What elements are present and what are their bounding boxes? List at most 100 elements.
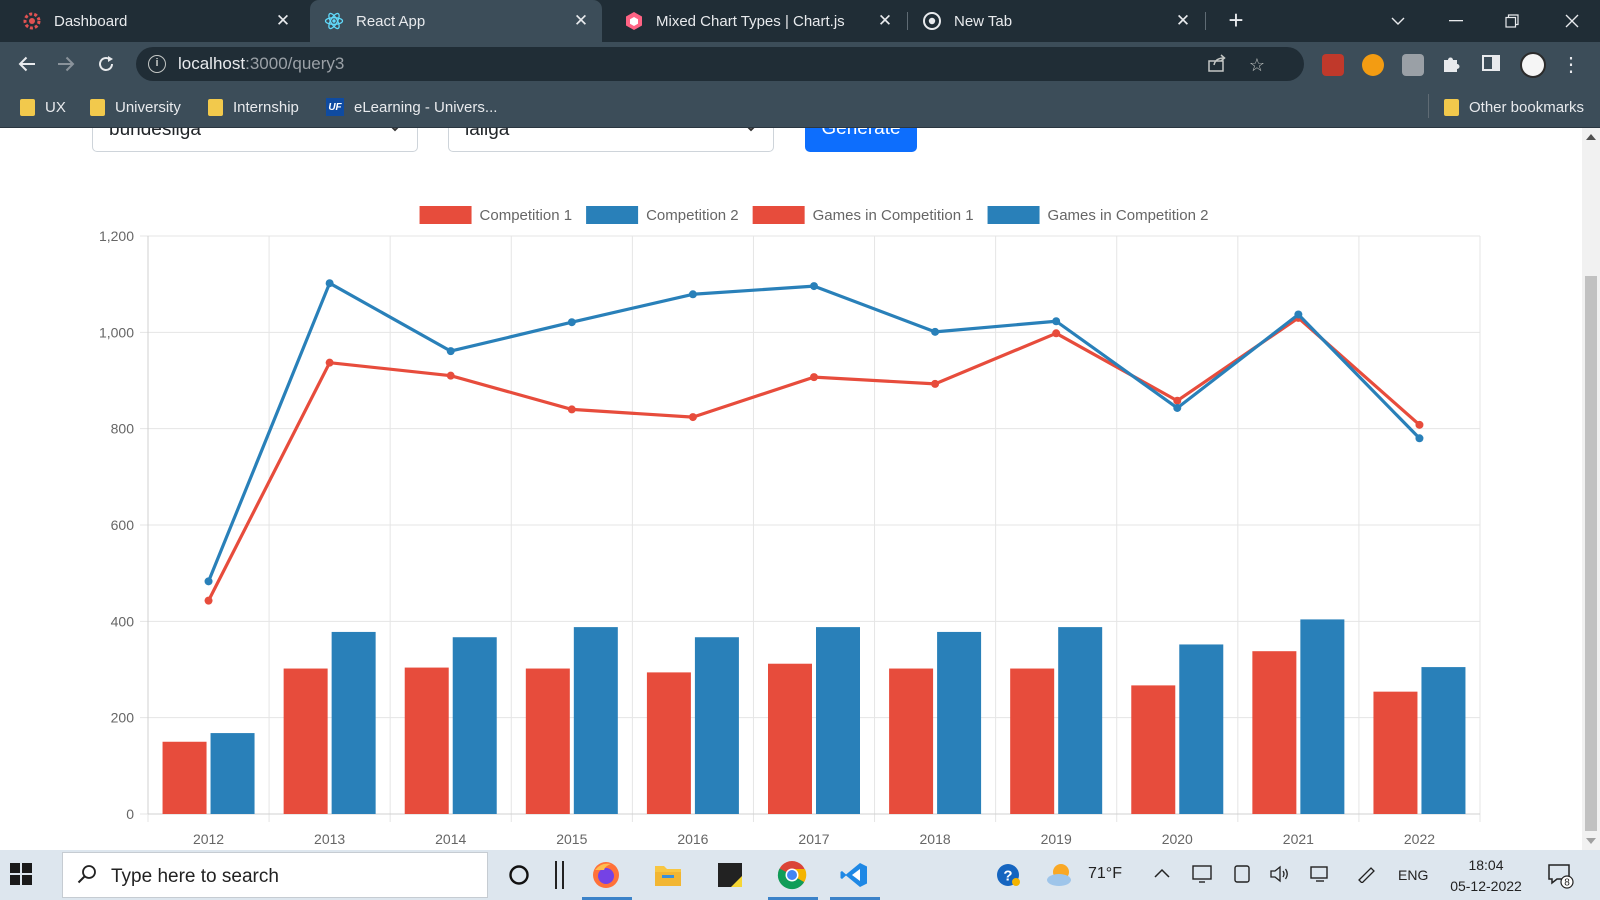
bookmark-label: University bbox=[115, 98, 181, 116]
clock-time: 18:04 bbox=[1468, 857, 1504, 873]
browser-menu-icon[interactable]: ⋮ bbox=[1561, 54, 1581, 76]
tab-search-chevron-icon[interactable] bbox=[1370, 0, 1426, 42]
file-explorer-icon[interactable] bbox=[652, 859, 684, 891]
tray-chevron-up-icon[interactable] bbox=[1154, 865, 1170, 883]
weather-temperature[interactable]: 71°F bbox=[1088, 865, 1122, 882]
tab-dashboard[interactable]: Dashboard ✕ bbox=[8, 0, 304, 42]
point-series0-2 bbox=[446, 371, 455, 380]
bookmark-label: Other bookmarks bbox=[1469, 98, 1585, 116]
extension-colorful-icon[interactable] bbox=[1362, 54, 1384, 76]
x-tick-label: 2013 bbox=[314, 831, 345, 847]
bookmark-university[interactable]: University bbox=[90, 96, 181, 118]
pen-icon[interactable] bbox=[1356, 865, 1376, 888]
svg-text:?: ? bbox=[1003, 868, 1012, 885]
mixed-chart: Competition 1 Competition 2 Games in Compe… bbox=[99, 206, 1481, 847]
folder-icon bbox=[20, 98, 35, 116]
restore-icon[interactable] bbox=[1484, 0, 1540, 42]
windows-taskbar: Type here to search ? 71°F bbox=[0, 850, 1600, 900]
network-icon[interactable] bbox=[1310, 865, 1332, 888]
bookmark-star-icon[interactable]: ☆ bbox=[1248, 55, 1266, 75]
volume-icon[interactable] bbox=[1270, 865, 1290, 888]
site-info-icon[interactable]: i bbox=[148, 55, 166, 73]
bar-series3-6 bbox=[937, 631, 982, 814]
folder-icon bbox=[208, 98, 223, 116]
reload-icon[interactable] bbox=[92, 50, 120, 78]
x-tick-label: 2019 bbox=[1041, 831, 1072, 847]
close-tab-icon[interactable]: ✕ bbox=[275, 11, 291, 30]
help-icon[interactable]: ? bbox=[992, 859, 1024, 891]
select-value: laliga bbox=[465, 128, 510, 140]
x-axis-labels: 2012 2013 2014 2015 2016 2017 2018 2019 2020 2021… bbox=[193, 831, 1435, 847]
y-tick-label: 1,000 bbox=[99, 324, 134, 340]
x-tick-label: 2014 bbox=[435, 831, 466, 847]
y-tick-label: 800 bbox=[111, 421, 135, 437]
competition1-select[interactable]: bundesliga bbox=[92, 128, 418, 152]
tab-new-tab[interactable]: New Tab ✕ bbox=[908, 0, 1204, 42]
y-axis-labels: 0 200 400 600 800 1,000 1,200 bbox=[99, 228, 134, 822]
scrollbar-thumb[interactable] bbox=[1585, 276, 1597, 831]
language-indicator[interactable]: ENG bbox=[1398, 867, 1429, 883]
extensions-puzzle-icon[interactable] bbox=[1440, 54, 1462, 76]
legend-label-0: Competition 1 bbox=[480, 207, 573, 224]
point-series0-10 bbox=[1415, 420, 1424, 429]
bar-series3-9 bbox=[1300, 619, 1345, 814]
url-path: :3000/query3 bbox=[245, 54, 345, 73]
generate-button[interactable]: Generate bbox=[805, 128, 917, 152]
sticky-notes-icon[interactable] bbox=[714, 859, 746, 891]
close-tab-icon[interactable]: ✕ bbox=[877, 11, 893, 30]
tray-meet-icon[interactable] bbox=[1234, 865, 1250, 888]
point-series0-6 bbox=[931, 379, 940, 388]
chrome-icon[interactable] bbox=[776, 859, 808, 891]
legend-label-2: Games in Competition 1 bbox=[813, 207, 974, 224]
point-series1-9 bbox=[1294, 310, 1303, 319]
address-bar[interactable]: i localhost:3000/query3 ☆ bbox=[136, 47, 1304, 81]
competition2-select[interactable]: laliga bbox=[448, 128, 774, 152]
bookmark-elearning[interactable]: UF eLearning - Univers... bbox=[326, 96, 497, 118]
cortana-icon[interactable] bbox=[503, 859, 535, 891]
taskbar-search[interactable]: Type here to search bbox=[62, 852, 488, 898]
bar-series2-6 bbox=[889, 668, 934, 814]
close-tab-icon[interactable]: ✕ bbox=[1175, 11, 1191, 30]
close-window-icon[interactable] bbox=[1544, 0, 1600, 42]
share-icon[interactable] bbox=[1206, 54, 1228, 76]
y-tick-label: 400 bbox=[111, 613, 135, 629]
point-series0-7 bbox=[1052, 329, 1061, 338]
notifications-icon[interactable]: 8 bbox=[1544, 859, 1576, 891]
bookmark-label: eLearning - Univers... bbox=[354, 98, 498, 116]
scroll-down-icon[interactable] bbox=[1586, 838, 1596, 844]
firefox-icon[interactable] bbox=[590, 859, 622, 891]
new-tab-button[interactable]: + bbox=[1228, 5, 1244, 35]
tab-title: React App bbox=[356, 12, 426, 30]
side-panel-icon[interactable] bbox=[1480, 54, 1502, 76]
bar-series3-2 bbox=[452, 637, 497, 814]
vscode-icon[interactable] bbox=[838, 859, 870, 891]
bar-series2-8 bbox=[1131, 685, 1176, 814]
close-tab-icon[interactable]: ✕ bbox=[573, 11, 589, 30]
extension-paw-icon[interactable] bbox=[1322, 54, 1344, 76]
x-tick-label: 2012 bbox=[193, 831, 224, 847]
other-bookmarks[interactable]: Other bookmarks bbox=[1444, 96, 1584, 118]
tray-display-icon[interactable] bbox=[1192, 865, 1212, 888]
bookmark-ux[interactable]: UX bbox=[20, 96, 66, 118]
windows-start-icon[interactable] bbox=[10, 863, 50, 887]
forward-arrow-icon[interactable] bbox=[52, 50, 80, 78]
x-tick-label: 2017 bbox=[798, 831, 829, 847]
bookmark-internship[interactable]: Internship bbox=[208, 96, 299, 118]
tab-react-app[interactable]: React App ✕ bbox=[310, 0, 602, 42]
point-series0-0 bbox=[204, 596, 213, 605]
url-text[interactable]: localhost:3000/query3 bbox=[178, 54, 344, 74]
minimize-icon[interactable] bbox=[1428, 0, 1484, 42]
bar-series2-4 bbox=[646, 672, 691, 814]
extension-slash-icon[interactable] bbox=[1402, 54, 1424, 76]
point-series1-10 bbox=[1415, 434, 1424, 443]
task-view-icon[interactable] bbox=[544, 859, 576, 891]
scroll-up-icon[interactable] bbox=[1586, 134, 1596, 140]
profile-avatar[interactable] bbox=[1520, 52, 1546, 78]
point-series1-4 bbox=[688, 290, 697, 299]
bookmark-label: UX bbox=[45, 98, 66, 116]
chart-lines bbox=[204, 279, 1424, 605]
page-scrollbar[interactable] bbox=[1582, 128, 1600, 850]
back-arrow-icon[interactable] bbox=[13, 50, 41, 78]
tab-chartjs[interactable]: Mixed Chart Types | Chart.js ✕ bbox=[610, 0, 906, 42]
taskbar-clock[interactable]: 18:04 05-12-2022 bbox=[1448, 855, 1524, 897]
